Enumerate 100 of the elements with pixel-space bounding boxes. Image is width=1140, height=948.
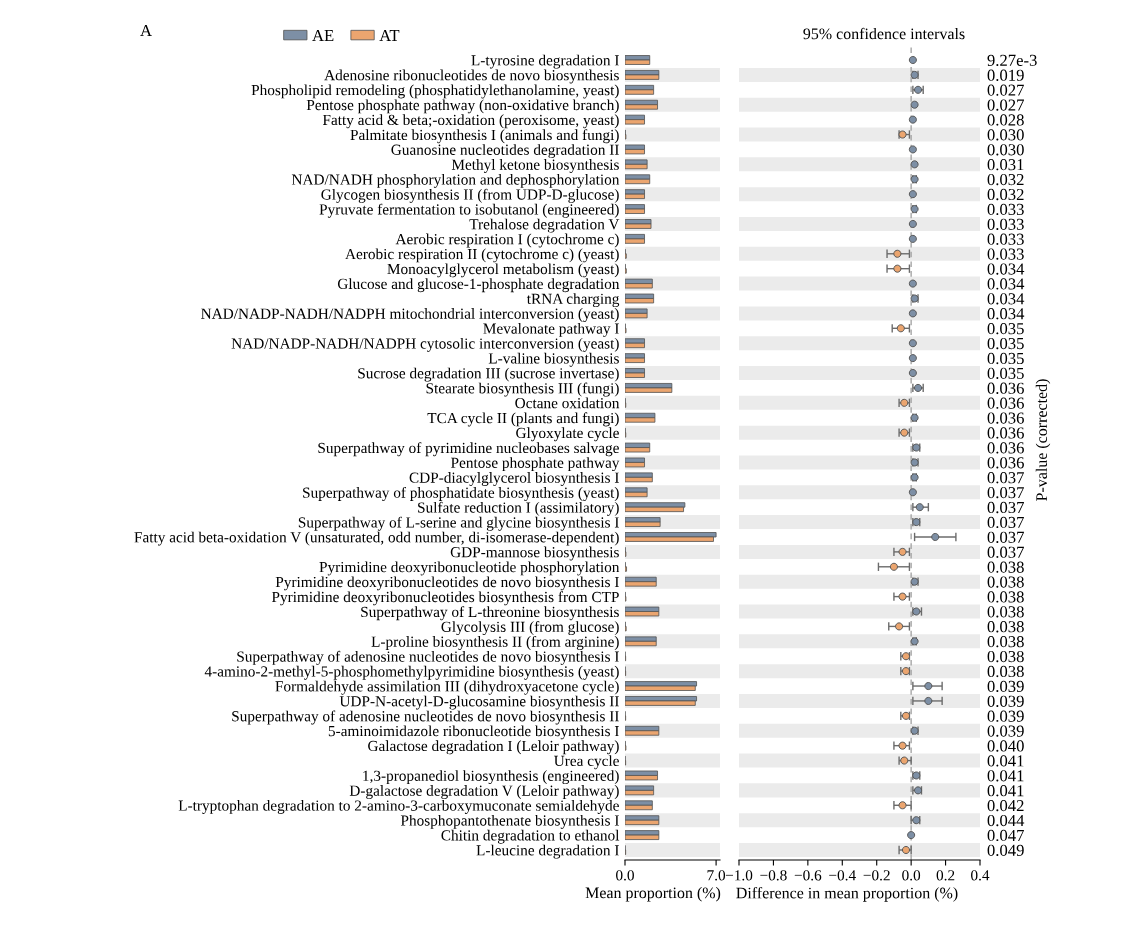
bar [625,74,660,80]
bar [625,472,653,478]
y2-tick-label: 0.041 [987,785,1024,797]
bar [625,163,648,170]
y-tick-label: Glycogen biosynthesis II (from UDP-D-glucose) [321,188,619,203]
y2-tick-label: 9.27e-3 [987,54,1037,67]
bar [625,800,653,806]
bar [625,338,645,344]
y-tick-label: Octane oxidation [515,397,620,409]
y2-tick-label: 0.032 [987,188,1024,201]
y-tick-label: Superpathway of adenosine nucleotides de novo biosynthesis II [232,710,619,725]
bar [625,357,645,363]
y2-tick-label: 0.037 [987,486,1024,499]
y2-tick-label: 0.027 [987,99,1024,111]
y2-tick-label: 0.030 [987,129,1024,141]
bar [625,193,645,200]
bar [625,700,696,706]
y2-tick-label: 0.049 [987,844,1024,857]
y-tick-label: Pentose phosphate pathway (non-oxidative branch) [306,99,619,114]
bar [625,636,657,642]
y-tick-label: tRNA charging [526,293,620,308]
x-tick-label: −0.6 [794,870,822,881]
y-tick-label: UDP-N-acetyl-D-glucosamine biosynthesis II [339,695,619,710]
y-tick-label: L-valine biosynthesis [488,352,619,367]
bar [625,487,648,493]
y-tick-label: Superpathway of phosphatidate biosynthesis (yeast) [303,486,619,501]
x-tick-label: −0.4 [829,870,856,881]
y-tick-label: Superpathway of L-serine and glycine biosynthesis I [298,516,619,531]
y2-tick-label: 0.019 [987,69,1024,81]
y-tick-label: TCA cycle II (plants and fungi) [427,412,619,427]
y-tick-label: Aerobic respiration II (cytochrome c) (yeast) [345,248,619,263]
y-tick-label: Pyrimidine deoxyribonucleotides biosynthesis from CTP [271,591,619,606]
y2-tick-label: 0.038 [987,665,1024,678]
y2-tick-label: 0.030 [987,144,1024,156]
y-tick-label: 1,3-propanediol biosynthesis (engineered) [363,770,619,785]
x-tick-label: 0.2 [936,870,955,881]
y2-tick-label: 0.040 [987,740,1024,752]
y2-tick-label: 0.037 [987,531,1024,543]
y2-tick-label: 0.034 [987,278,1025,290]
y-tick-label: Adenosine ribonucleotides de novo biosynthesis [324,69,619,84]
y-tick-label: Fatty acid beta-oxidation V (unsaturated, odd number, di-isomerase-dependent) [134,531,619,546]
bar [625,640,657,647]
y2-tick-label: 0.039 [987,680,1024,693]
y2-tick-label: 0.031 [987,159,1024,171]
y2-tick-label: 0.038 [987,636,1024,648]
bar [625,312,648,319]
y-tick-label: Methyl ketone biosynthesis [451,159,619,173]
y-tick-label: Glucose and glucose-1-phosphate degradation [337,278,620,293]
y-tick-label: Superpathway of adenosine nucleotides de novo biosynthesis I [237,650,619,665]
bar [625,387,673,393]
y-tick-label: Phospholipid remodeling (phosphatidylethanolamine, yeast) [251,84,619,99]
y-tick-label: Sulfate reduction I (assimilatory) [418,501,619,516]
y-tick-label: Glycolysis III (from glucose) [441,621,619,636]
y-tick-label: Palmitate biosynthesis I (animals and fungi) [350,129,619,144]
x-tick-label: 7.0 [707,870,726,881]
y-tick-label: NAD/NADP-NADH/NADPH cytosolic interconversion (yeast) [231,337,619,352]
y2-tick-label: 0.037 [987,472,1024,484]
bar [625,159,648,165]
y-tick-label: Mevalonate pathway I [483,323,619,337]
y2-tick-label: 0.041 [987,755,1024,767]
bar [625,834,660,840]
bar [625,208,645,214]
y2-tick-label: 0.038 [987,606,1024,618]
y2-tick-label: 0.036 [987,382,1024,394]
y2-tick-label: 0.039 [987,725,1024,737]
x-axis-title: Difference in mean proportion (%) [736,887,958,902]
bar [625,581,657,587]
bar [625,730,660,736]
y-tick-label: Pentose phosphate pathway [451,457,620,472]
bar [625,785,655,791]
y2-tick-label: 0.038 [987,591,1024,603]
bar [625,536,714,542]
y2-tick-label: 0.036 [987,397,1024,409]
chart-title: 95% confidence intervals [803,27,965,40]
y2-tick-label: 0.038 [987,576,1024,588]
y2-axis-title: P-value (corrected) [1035,379,1051,501]
y2-tick-label: 0.038 [987,650,1024,663]
y2-tick-label: 0.035 [987,323,1024,335]
y-tick-label: Aerobic respiration I (cytochrome c) [395,233,619,248]
y2-tick-label: 0.036 [987,457,1024,469]
y2-tick-label: 0.034 [987,293,1025,305]
y2-tick-label: 0.028 [987,114,1024,126]
bar [625,521,661,527]
y2-tick-label: 0.039 [987,710,1024,722]
text: A [140,25,152,37]
bar [625,174,651,180]
x-tick-label: 0.0 [902,870,921,881]
bar [625,804,653,811]
y-tick-label: GDP-mannose biosynthesis [450,546,619,561]
bar [625,476,653,483]
y2-tick-label: 0.042 [987,799,1024,812]
x-tick-label: 0.4 [971,870,990,881]
y2-tick-label: 0.036 [987,427,1024,439]
y2-tick-label: 0.035 [987,352,1024,365]
y2-tick-label: 0.036 [987,412,1024,424]
x-tick-label: −1.0 [725,870,753,881]
x-tick-label: −0.2 [863,870,890,881]
bar [625,506,684,513]
y-tick-label: Superpathway of pyrimidine nucleobases salvage [318,442,619,457]
y-tick-label: Galactose degradation I (Leloir pathway) [368,740,619,755]
